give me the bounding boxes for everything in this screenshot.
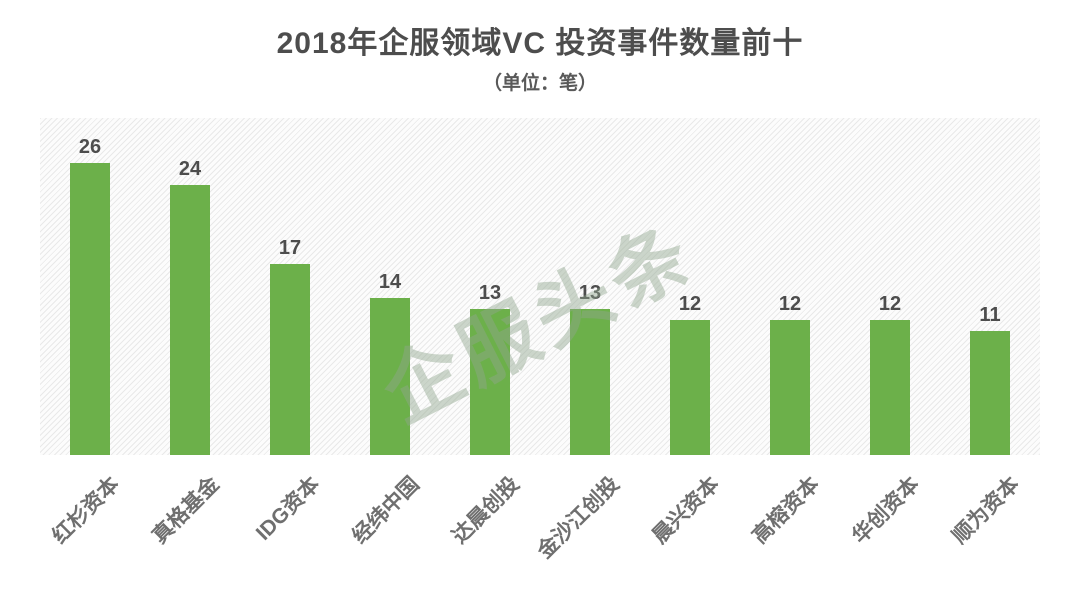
bar-value-label: 13 <box>578 282 602 304</box>
bar-value-label: 12 <box>778 293 802 315</box>
bar-column: 12 <box>840 294 940 455</box>
category-labels-row: 红杉资本 真格基金 IDG资本 经纬中国 达晨创投 金沙江创投 晨兴资本 高榕资本 华创资本 顺为… <box>40 455 1040 600</box>
category-label-cell: 华创资本 <box>840 455 940 600</box>
bar-value-label: 24 <box>178 158 202 180</box>
bar-value-label: 14 <box>378 271 402 293</box>
category-label: 晨兴资本 <box>648 472 724 549</box>
category-label-cell: 经纬中国 <box>340 455 440 600</box>
bar <box>170 185 210 455</box>
bar <box>570 309 610 455</box>
bar <box>470 309 510 455</box>
bar-value-label: 12 <box>678 293 702 315</box>
bar <box>770 320 810 455</box>
bar <box>70 163 110 455</box>
category-label-cell: 高榕资本 <box>740 455 840 600</box>
chart-subtitle: （单位：笔） <box>482 73 597 94</box>
category-label: 华创资本 <box>848 472 924 549</box>
bar-column: 12 <box>740 294 840 455</box>
chart-title: 2018年企服领域VC 投资事件数量前十 <box>276 27 804 60</box>
category-label-cell: 顺为资本 <box>940 455 1040 600</box>
plot-area: 26 24 17 14 13 13 12 12 12 11 <box>40 118 1040 455</box>
bar-column: 13 <box>540 283 640 455</box>
bars-row: 26 24 17 14 13 13 12 12 12 11 <box>40 118 1040 455</box>
bar-value-label: 11 <box>979 304 1001 326</box>
bar-column: 24 <box>140 159 240 455</box>
category-label-cell: 真格基金 <box>140 455 240 600</box>
bar-value-label: 17 <box>278 237 302 259</box>
bar-column: 12 <box>640 294 740 455</box>
category-label-cell: 红杉资本 <box>40 455 140 600</box>
bar-value-label: 12 <box>878 293 902 315</box>
bar <box>870 320 910 455</box>
category-label: 红杉资本 <box>48 472 124 549</box>
bar <box>370 298 410 455</box>
bar-column: 26 <box>40 137 140 455</box>
bar-value-label: 26 <box>78 136 102 158</box>
category-label: 金沙江创投 <box>533 472 624 564</box>
bar-column: 13 <box>440 283 540 455</box>
bar-value-label: 13 <box>478 282 502 304</box>
bar <box>970 331 1010 455</box>
category-label: 高榕资本 <box>748 472 824 549</box>
bar-column: 17 <box>240 238 340 455</box>
category-label-cell: 晨兴资本 <box>640 455 740 600</box>
bar-column: 11 <box>940 305 1040 455</box>
category-label: IDG资本 <box>251 472 324 545</box>
category-label: 真格基金 <box>148 472 224 549</box>
category-label: 经纬中国 <box>348 472 424 549</box>
bar <box>270 264 310 455</box>
category-label: 达晨创投 <box>448 472 524 549</box>
category-label-cell: 达晨创投 <box>440 455 540 600</box>
category-label-cell: IDG资本 <box>240 455 340 600</box>
category-label: 顺为资本 <box>948 472 1024 549</box>
bar <box>670 320 710 455</box>
category-label-cell: 金沙江创投 <box>533 455 640 600</box>
bar-column: 14 <box>340 272 440 455</box>
